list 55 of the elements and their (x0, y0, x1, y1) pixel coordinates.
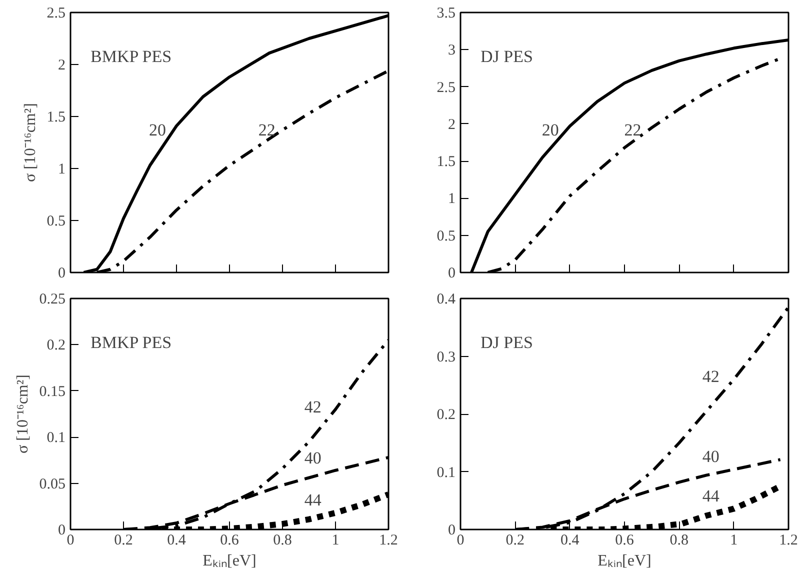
y-tick-label: 0.1 (46, 430, 66, 446)
y-tick-label: 0 (448, 522, 456, 538)
y-tick-label: 0.2 (46, 338, 66, 354)
y-tick-label: 2.5 (46, 6, 66, 22)
series-label: 44 (304, 490, 322, 510)
annotation: DJ PES (480, 333, 533, 352)
series-label: 22 (258, 120, 276, 140)
series-label: 40 (304, 448, 322, 468)
y-tick-label: 0.15 (39, 384, 66, 400)
annotation: DJ PES (480, 47, 533, 66)
y-tick-label: 2.5 (436, 80, 456, 96)
y-tick-label: 2 (58, 58, 66, 74)
y-tick-label: 1 (58, 162, 66, 178)
x-tick-label: 0.6 (220, 532, 240, 548)
annotation: BMKP PES (90, 333, 172, 352)
series-label: 20 (542, 120, 559, 140)
y-axis-title: σ [10⁻¹⁶cm²] (22, 103, 39, 182)
y-tick-label: 0.05 (39, 476, 66, 492)
x-tick-label: 1.2 (379, 532, 398, 548)
x-tick-label: 1 (730, 532, 738, 548)
y-tick-label: 0 (448, 266, 456, 282)
series-label: 42 (304, 397, 322, 416)
x-tick-label: 0.4 (167, 532, 186, 548)
series-label: 44 (702, 486, 720, 506)
x-tick-label: 0.8 (273, 532, 292, 548)
series-label: 40 (702, 446, 720, 466)
annotation: BMKP PES (90, 47, 172, 66)
x-axis-title: Eₖᵢₙ[eV] (598, 552, 652, 570)
x-tick-label: 0.8 (670, 532, 689, 548)
x-tick-label: 0.4 (560, 532, 580, 548)
y-axis-title: σ [10⁻¹⁶cm²] (14, 374, 32, 454)
y-tick-label: 0.2 (436, 407, 456, 423)
y-tick-label: 0.3 (436, 349, 456, 366)
x-axis-title: Eₖᵢₙ[eV] (202, 552, 256, 570)
series-label: 20 (149, 120, 166, 140)
y-tick-label: 1.5 (436, 154, 456, 170)
x-tick-label: 1.2 (779, 532, 798, 548)
y-tick-label: 1.5 (46, 110, 66, 126)
x-tick-label: 0.2 (114, 532, 133, 548)
series-label: 22 (624, 120, 642, 140)
y-tick-label: 2 (448, 116, 456, 133)
y-tick-label: 0 (58, 522, 66, 538)
x-tick-label: 0.2 (506, 532, 525, 548)
series-label: 42 (702, 367, 720, 386)
y-tick-label: 0.5 (46, 214, 66, 230)
y-tick-label: 3 (448, 42, 456, 59)
y-tick-label: 0.1 (436, 464, 456, 481)
y-tick-label: 0 (58, 266, 66, 282)
y-tick-label: 1 (448, 191, 456, 208)
y-tick-label: 0.5 (436, 228, 456, 244)
y-tick-label: 0.25 (39, 292, 66, 308)
x-tick-label: 0.6 (615, 532, 634, 548)
y-tick-label: 0.4 (436, 292, 456, 308)
y-tick-label: 3.5 (436, 6, 456, 22)
x-tick-label: 1 (332, 532, 340, 548)
